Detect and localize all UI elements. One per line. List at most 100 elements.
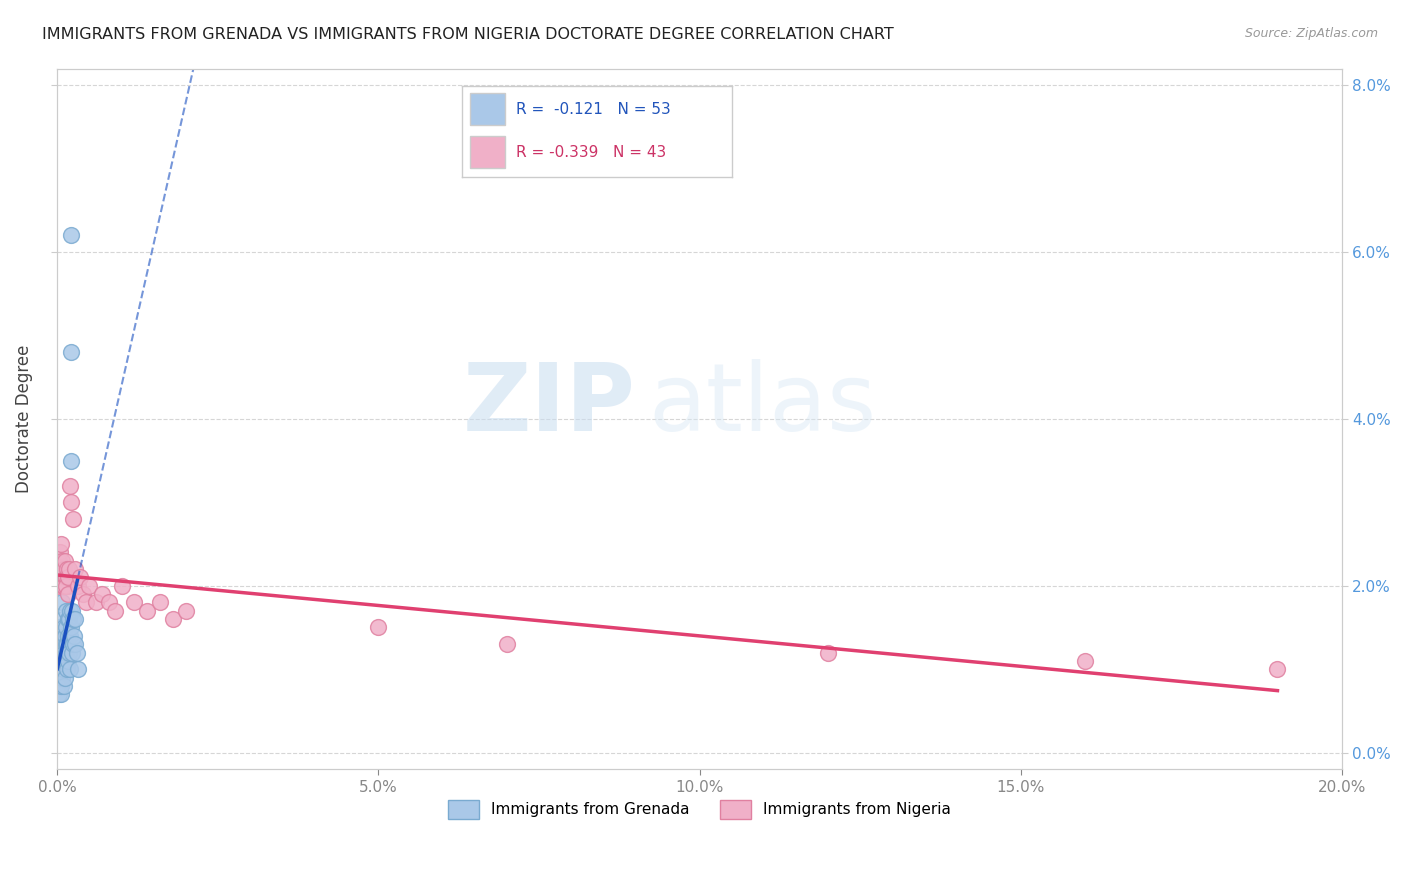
Point bbox=[65, 646, 87, 660]
Point bbox=[49, 637, 72, 651]
Point bbox=[46, 579, 69, 593]
Point bbox=[58, 629, 80, 643]
Point bbox=[51, 671, 73, 685]
Point bbox=[53, 620, 76, 634]
Point bbox=[66, 579, 89, 593]
Point bbox=[53, 654, 76, 668]
Point bbox=[60, 228, 83, 243]
Point bbox=[53, 671, 76, 685]
Point bbox=[49, 545, 72, 559]
Point bbox=[149, 595, 172, 609]
Point bbox=[817, 646, 839, 660]
Point bbox=[66, 662, 89, 676]
Point bbox=[55, 620, 77, 634]
Point bbox=[46, 679, 69, 693]
Point bbox=[49, 646, 72, 660]
Point bbox=[46, 662, 69, 676]
Point bbox=[53, 579, 76, 593]
Point bbox=[97, 595, 120, 609]
Point bbox=[48, 671, 70, 685]
Point bbox=[56, 662, 79, 676]
Point bbox=[52, 562, 75, 576]
Point bbox=[136, 604, 159, 618]
Point bbox=[55, 579, 77, 593]
Point bbox=[52, 612, 75, 626]
Point bbox=[53, 629, 76, 643]
Point bbox=[52, 646, 75, 660]
Point bbox=[49, 620, 72, 634]
Point bbox=[56, 637, 79, 651]
Point bbox=[63, 629, 86, 643]
Point bbox=[65, 637, 87, 651]
Point bbox=[110, 579, 132, 593]
Point bbox=[62, 637, 84, 651]
Point bbox=[65, 612, 87, 626]
Point bbox=[55, 604, 77, 618]
Text: ZIP: ZIP bbox=[463, 359, 636, 450]
Point bbox=[49, 562, 72, 576]
Point bbox=[51, 554, 73, 568]
Point bbox=[52, 679, 75, 693]
Point bbox=[1074, 654, 1097, 668]
Point bbox=[49, 537, 72, 551]
Point bbox=[79, 579, 101, 593]
Point bbox=[58, 570, 80, 584]
Point bbox=[124, 595, 146, 609]
Point bbox=[59, 478, 82, 492]
Point bbox=[60, 620, 83, 634]
Point bbox=[59, 662, 82, 676]
Point bbox=[60, 646, 83, 660]
Point bbox=[56, 579, 79, 593]
Point bbox=[55, 646, 77, 660]
Point bbox=[58, 654, 80, 668]
Point bbox=[69, 570, 91, 584]
Point bbox=[367, 620, 389, 634]
Point bbox=[46, 562, 69, 576]
Point bbox=[495, 637, 517, 651]
Point bbox=[49, 679, 72, 693]
Point bbox=[49, 687, 72, 701]
Point bbox=[58, 646, 80, 660]
Point bbox=[65, 562, 87, 576]
Point bbox=[48, 646, 70, 660]
Text: IMMIGRANTS FROM GRENADA VS IMMIGRANTS FROM NIGERIA DOCTORATE DEGREE CORRELATION : IMMIGRANTS FROM GRENADA VS IMMIGRANTS FR… bbox=[42, 27, 894, 42]
Point bbox=[58, 604, 80, 618]
Point bbox=[1267, 662, 1289, 676]
Point bbox=[59, 453, 82, 467]
Point bbox=[58, 612, 80, 626]
Point bbox=[46, 629, 69, 643]
Point bbox=[56, 612, 79, 626]
Y-axis label: Doctorate Degree: Doctorate Degree bbox=[15, 344, 32, 493]
Point bbox=[52, 579, 75, 593]
Point bbox=[48, 687, 70, 701]
Point bbox=[48, 570, 70, 584]
Point bbox=[51, 595, 73, 609]
Point bbox=[60, 604, 83, 618]
Legend: Immigrants from Grenada, Immigrants from Nigeria: Immigrants from Grenada, Immigrants from… bbox=[441, 794, 957, 825]
Point bbox=[75, 595, 97, 609]
Text: atlas: atlas bbox=[648, 359, 876, 450]
Point bbox=[62, 512, 84, 526]
Point bbox=[58, 562, 80, 576]
Point bbox=[49, 679, 72, 693]
Point bbox=[104, 604, 127, 618]
Point bbox=[59, 345, 82, 359]
Point bbox=[62, 612, 84, 626]
Point bbox=[48, 620, 70, 634]
Text: Source: ZipAtlas.com: Source: ZipAtlas.com bbox=[1244, 27, 1378, 40]
Point bbox=[51, 570, 73, 584]
Point bbox=[51, 637, 73, 651]
Point bbox=[174, 604, 197, 618]
Point bbox=[55, 637, 77, 651]
Point bbox=[48, 554, 70, 568]
Point bbox=[72, 587, 94, 601]
Point bbox=[91, 587, 114, 601]
Point bbox=[84, 595, 107, 609]
Point bbox=[51, 637, 73, 651]
Point bbox=[56, 562, 79, 576]
Point bbox=[56, 587, 79, 601]
Point bbox=[60, 495, 83, 509]
Point bbox=[162, 612, 184, 626]
Point bbox=[55, 570, 77, 584]
Point bbox=[59, 629, 82, 643]
